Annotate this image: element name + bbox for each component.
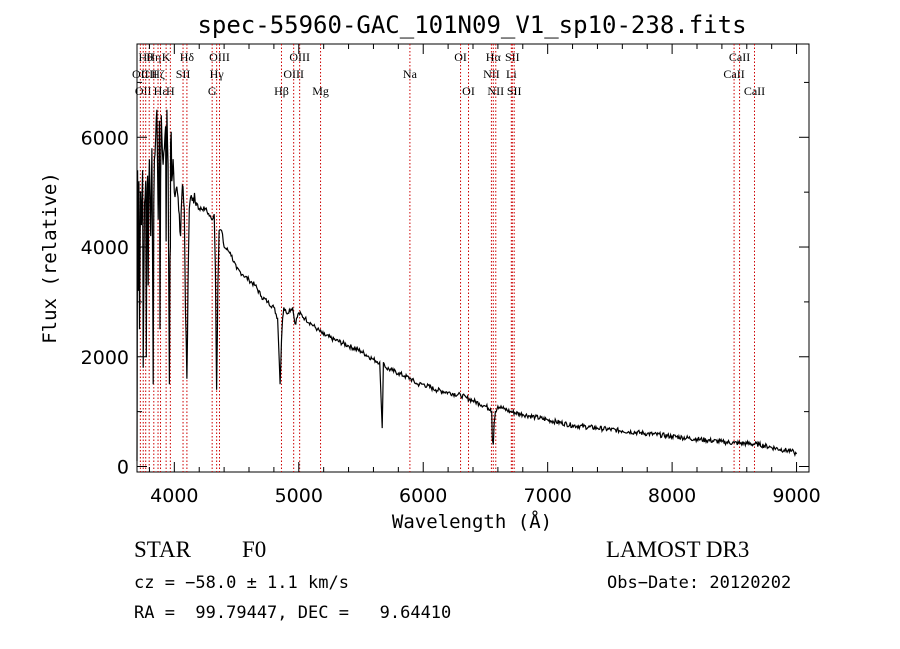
line-label: Hα <box>486 50 502 64</box>
line-label: Hζ <box>151 67 165 81</box>
line-label: H <box>166 84 175 98</box>
obs-date: Obs−Date: 20120202 <box>607 573 792 593</box>
object-subclass: F0 <box>242 537 267 562</box>
y-tick-label: 6000 <box>81 127 129 149</box>
line-label: NII <box>487 84 504 98</box>
x-tick-label: 8000 <box>648 485 696 507</box>
chart-title: spec-55960-GAC_101N09_V1_sp10-238.fits <box>197 11 746 39</box>
line-label: Hβ <box>274 84 289 98</box>
line-label: OII <box>135 84 152 98</box>
y-tick-label: 2000 <box>81 347 129 369</box>
y-tick-label: 4000 <box>81 237 129 259</box>
line-label: K <box>162 50 171 64</box>
x-tick-label: 9000 <box>772 485 820 507</box>
line-label: Hε <box>154 84 168 98</box>
line-label: OI <box>454 50 467 64</box>
x-tick-label: 7000 <box>523 485 571 507</box>
plot-frame <box>136 43 810 473</box>
x-tick-label: 5000 <box>275 485 323 507</box>
line-label: OIII <box>283 67 304 81</box>
line-label: NII <box>483 67 500 81</box>
line-label: Hδ <box>180 50 195 64</box>
redshift-cz: cz = −58.0 ± 1.1 km/s <box>134 573 349 593</box>
line-label: Hθ <box>139 50 154 64</box>
x-tick-label: 4000 <box>150 485 198 507</box>
line-label: CaII <box>723 67 744 81</box>
line-label: CII <box>141 67 157 81</box>
line-label: Hη <box>146 50 161 64</box>
line-label: CaII <box>729 50 750 64</box>
ra-dec: RA = 99.79447, DEC = 9.64410 <box>134 603 452 623</box>
line-label: OIII <box>289 50 310 64</box>
y-axis-label: Flux (relative) <box>39 172 61 344</box>
line-label: OIII <box>209 50 230 64</box>
line-label: Li <box>506 67 517 81</box>
line-label: G <box>208 84 217 98</box>
y-tick-label: 0 <box>117 457 129 479</box>
spectrum-line <box>136 109 798 462</box>
line-label: CaII <box>744 84 765 98</box>
line-label: Mg <box>312 84 329 98</box>
line-label: SII <box>505 50 520 64</box>
axis-ticks: 4000 5000 6000 7000 8000 9000 0 2000 4000 6000 <box>81 44 821 507</box>
line-label: OII <box>132 67 149 81</box>
line-label: SII <box>507 84 522 98</box>
survey-name: LAMOST DR3 <box>606 537 750 562</box>
object-class: STAR <box>134 537 191 562</box>
x-tick-label: 6000 <box>399 485 447 507</box>
line-label: SII <box>176 67 191 81</box>
line-label: Hγ <box>210 67 225 81</box>
spectral-line-markers: OIIOIIHθCIIHηHζHεKHSIIHδGHγOIIIHβOIIIOII… <box>132 44 765 472</box>
x-axis-label: Wavelength (Å) <box>392 510 552 533</box>
line-label: OI <box>462 84 475 98</box>
line-label: Na <box>403 67 418 81</box>
